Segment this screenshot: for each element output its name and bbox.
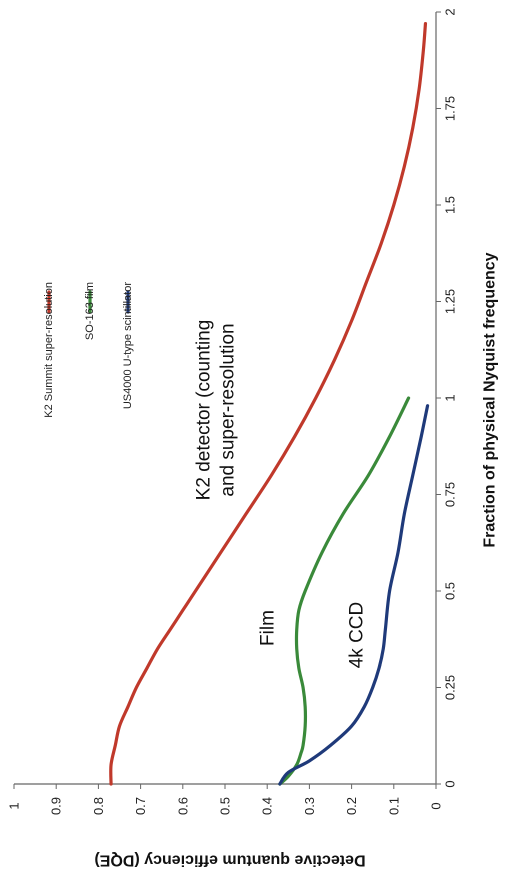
y-tick-label: 0.6 (175, 797, 190, 815)
y-axis-title: Detective quantum efficiency (DQE) (94, 852, 365, 869)
x-tick-label: 0.5 (443, 582, 458, 600)
y-tick-label: 0.1 (386, 797, 401, 815)
legend: K2 Summit super-resolution SO-163 film US4… (43, 282, 134, 418)
annotation-label: and super-resolution (218, 323, 239, 496)
x-tick-label: 0.75 (443, 482, 458, 507)
legend-label-k2-summit-super-resolution: K2 Summit super-resolution (43, 282, 55, 418)
series-lines (109, 21, 430, 786)
series-line-k2-summit-super-resolution (109, 21, 428, 786)
annotation-label: 4k CCD (347, 602, 368, 669)
x-tick-label: 1.5 (443, 196, 458, 214)
y-tick-label: 0.7 (133, 797, 148, 815)
x-tick-label: 1.75 (443, 96, 458, 121)
x-axis-title: Fraction of physical Nyquist frequency (482, 252, 499, 547)
y-tick-label: 1 (7, 802, 22, 809)
y-tick-labels: 0 0.1 0.2 0.3 0.4 0.5 0.6 0.7 0.8 0.9 1 (7, 784, 444, 815)
annotation-label: K2 detector (counting (194, 320, 215, 501)
x-tick-labels: 0 0.25 0.5 0.75 1 1.25 1.5 1.75 2 (436, 8, 458, 788)
axis-titles: Fraction of physical Nyquist frequency De… (94, 252, 498, 868)
y-tick-label: 0.4 (260, 797, 275, 815)
y-tick-label: 0.3 (302, 797, 317, 815)
y-tick-label: 0.8 (91, 797, 106, 815)
series-line-us4000-u-type-scintillator (278, 404, 430, 786)
x-tick-label: 2 (443, 8, 458, 15)
y-tick-label: 0.5 (218, 797, 233, 815)
x-tick-label: 1 (443, 394, 458, 401)
x-tick-label: 1.25 (443, 289, 458, 314)
x-tick-label: 0.25 (443, 675, 458, 700)
legend-label-so-163-film: SO-163 film (84, 282, 96, 340)
y-tick-label: 0 (429, 802, 444, 809)
annotation-label: Film (258, 610, 279, 646)
y-tick-label: 0.2 (344, 797, 359, 815)
legend-label-us4000-u-type-scintillator: US4000 U-type scintillator (122, 282, 134, 410)
chart-annotations: K2 detector (counting and super-resolutio… (194, 320, 368, 669)
x-tick-label: 0 (443, 780, 458, 787)
series-line-so-163-film (278, 396, 411, 786)
y-tick-label: 0.9 (49, 797, 64, 815)
